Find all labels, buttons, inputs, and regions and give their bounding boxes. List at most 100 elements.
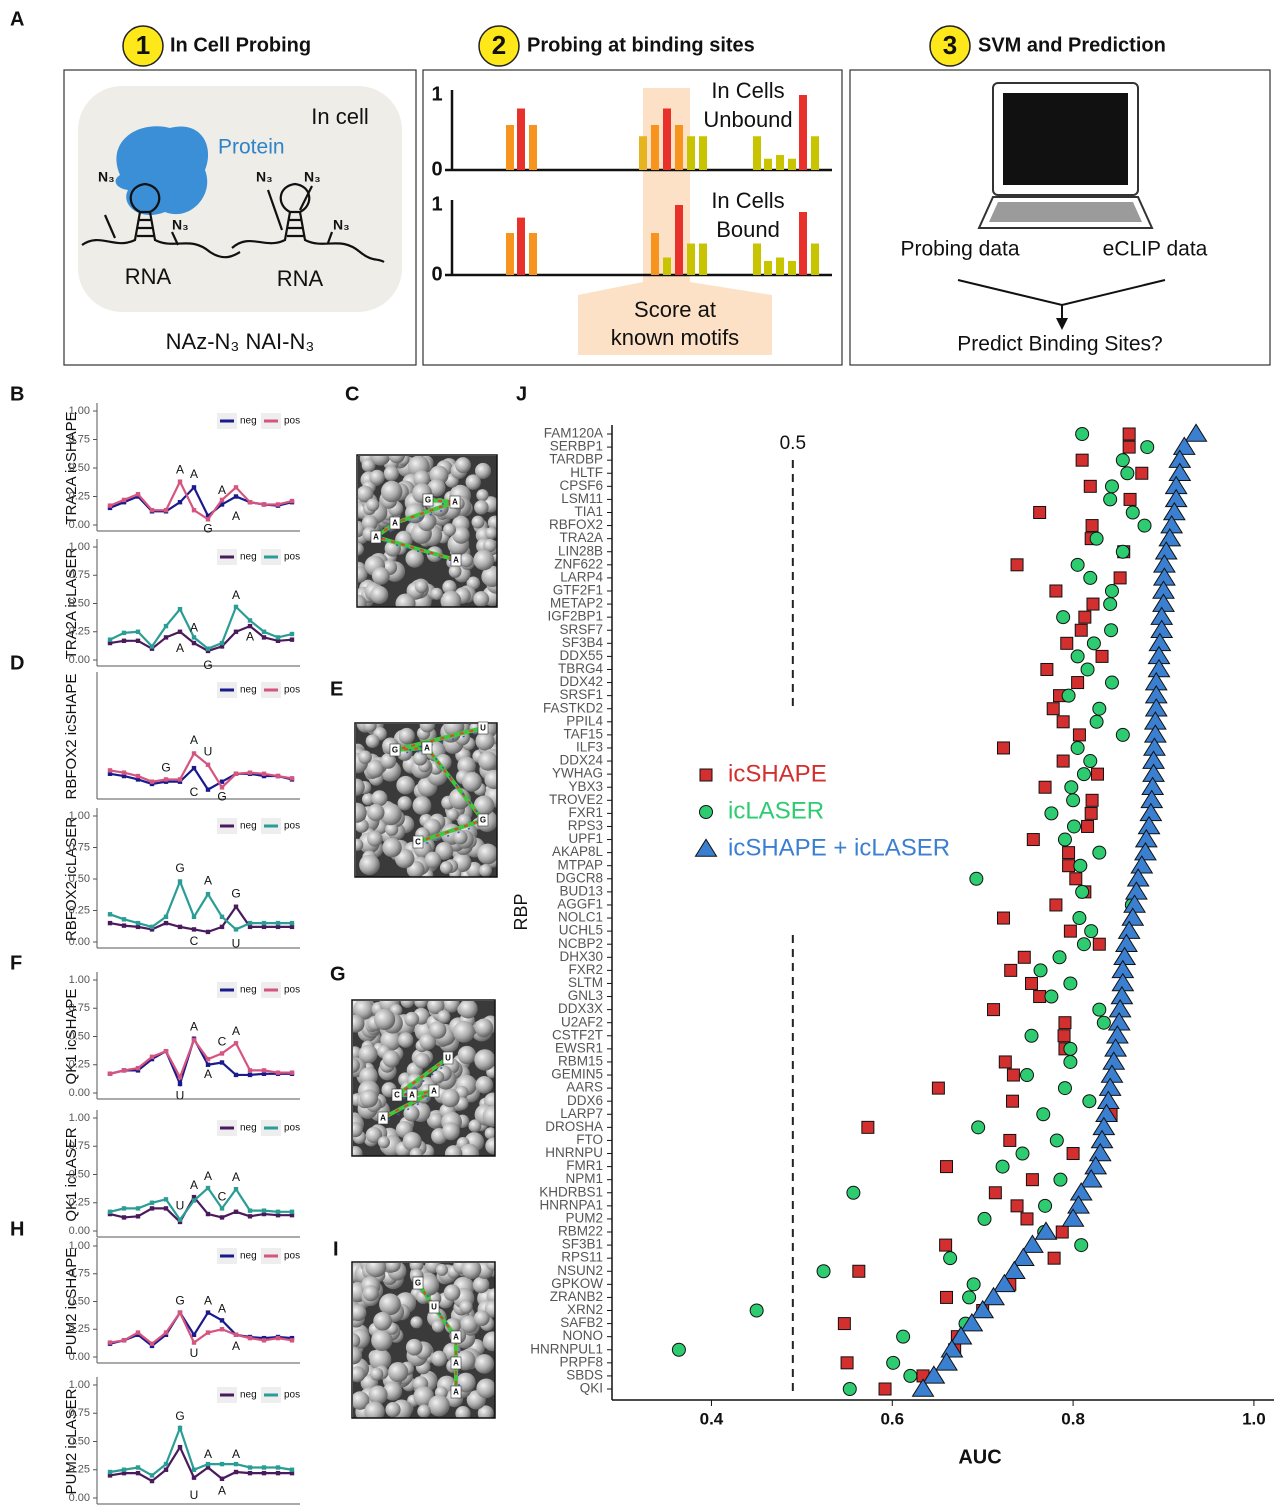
data-point: [1184, 423, 1208, 442]
atom: [475, 731, 495, 751]
atom: [410, 1316, 423, 1329]
y-tick-label: 1.00: [69, 1240, 90, 1252]
series-point: [247, 1208, 253, 1213]
rna-strand: [81, 182, 385, 263]
y-tick-label: SRSF1: [559, 687, 603, 702]
y-tick-label: AGGF1: [557, 897, 603, 912]
atom: [383, 465, 399, 482]
data-point: [1004, 963, 1018, 977]
base-annotation: U: [232, 937, 241, 951]
y-axis-title: PUM2 icLASER: [63, 1388, 80, 1494]
series-point: [191, 485, 197, 490]
series-point: [107, 1071, 113, 1076]
y-tick-label: RBM22: [558, 1224, 603, 1239]
reactivity-bar: [517, 108, 525, 170]
y-tick-label: ZNF622: [554, 556, 603, 571]
azide-label: N₃: [333, 217, 350, 233]
y-tick-label: SERBP1: [550, 439, 603, 454]
series-point: [219, 1318, 225, 1323]
y-tick-label: YWHAG: [552, 766, 603, 781]
step-box: [849, 69, 1271, 366]
y-tick-label: 0.50: [69, 462, 90, 474]
series-point: [275, 1465, 281, 1470]
series-point: [233, 1469, 239, 1475]
data-point: [1075, 427, 1090, 441]
atom: [353, 1122, 363, 1138]
y-tick-label: AARS: [566, 1080, 603, 1095]
atom: [431, 1350, 448, 1367]
series-point: [233, 1332, 239, 1337]
atom: [485, 1137, 495, 1155]
atom: [473, 591, 490, 607]
atom: [379, 1293, 401, 1316]
y-tick-label: PUM2: [565, 1210, 603, 1225]
image-frame: [351, 1261, 496, 1419]
series-line: [109, 766, 293, 792]
series-point: [205, 1185, 211, 1191]
series-point: [121, 770, 127, 775]
atom: [388, 456, 405, 464]
series-point: [107, 920, 113, 926]
data-point: [1062, 846, 1076, 860]
atom: [369, 469, 385, 486]
molecule-image: [356, 724, 497, 877]
step-number: 2: [492, 30, 506, 60]
atom: [427, 1001, 445, 1015]
atom: [452, 526, 470, 544]
x-axis-title: AUC: [958, 1446, 1001, 1468]
series-point: [275, 924, 281, 930]
data-point: [1060, 636, 1074, 650]
y-tick-label: U2AF2: [561, 1014, 603, 1029]
step-box: [63, 69, 417, 366]
data-point: [1073, 858, 1088, 873]
series-point: [219, 1060, 225, 1065]
series-point: [107, 637, 113, 642]
y-tick-label: NONO: [563, 1328, 604, 1343]
y-tick-label: 0.00: [69, 1351, 90, 1363]
data-point: [1056, 715, 1070, 729]
reactivity-bar: [776, 257, 784, 275]
base-annotation: C: [190, 934, 199, 948]
series-point: [191, 1194, 197, 1200]
series-point: [135, 920, 141, 926]
base-annotation: A: [204, 1169, 212, 1183]
legend-label: pos: [284, 1123, 300, 1134]
series-point: [205, 762, 211, 767]
data-point: [1103, 597, 1118, 612]
atom: [367, 803, 385, 822]
atom: [453, 830, 468, 845]
data-point: [940, 1290, 954, 1304]
y-tick-label: SF3B1: [562, 1237, 603, 1252]
series-point: [289, 1338, 295, 1343]
data-point: [1074, 623, 1088, 637]
atom: [356, 802, 367, 823]
data-point: [1086, 597, 1100, 611]
data-point: [1057, 1029, 1071, 1043]
y-tick-label: NCBP2: [558, 936, 603, 951]
atom: [457, 1045, 477, 1065]
series-line: [109, 1195, 292, 1224]
y-tick-label: DDX55: [559, 648, 603, 663]
data-point: [1083, 479, 1097, 493]
base-label: A: [409, 1091, 415, 1100]
atom: [358, 750, 372, 764]
series-point: [135, 638, 141, 643]
series-point: [121, 1068, 127, 1073]
atom: [362, 724, 377, 733]
y-tick-label: FMR1: [566, 1158, 603, 1173]
series-point: [135, 1470, 141, 1476]
series-point: [261, 502, 267, 507]
data-point: [1083, 570, 1098, 585]
series-point: [107, 1469, 113, 1475]
data-point: [1125, 505, 1140, 520]
atom: [379, 803, 402, 826]
series-point: [275, 638, 281, 643]
series-point: [121, 500, 127, 505]
data-point: [1040, 662, 1054, 676]
panel-label: C: [345, 383, 359, 405]
atom: [448, 787, 471, 810]
series-point: [205, 646, 211, 651]
series-point: [191, 1198, 197, 1203]
legend-label: pos: [284, 1251, 300, 1262]
series-point: [121, 638, 127, 643]
